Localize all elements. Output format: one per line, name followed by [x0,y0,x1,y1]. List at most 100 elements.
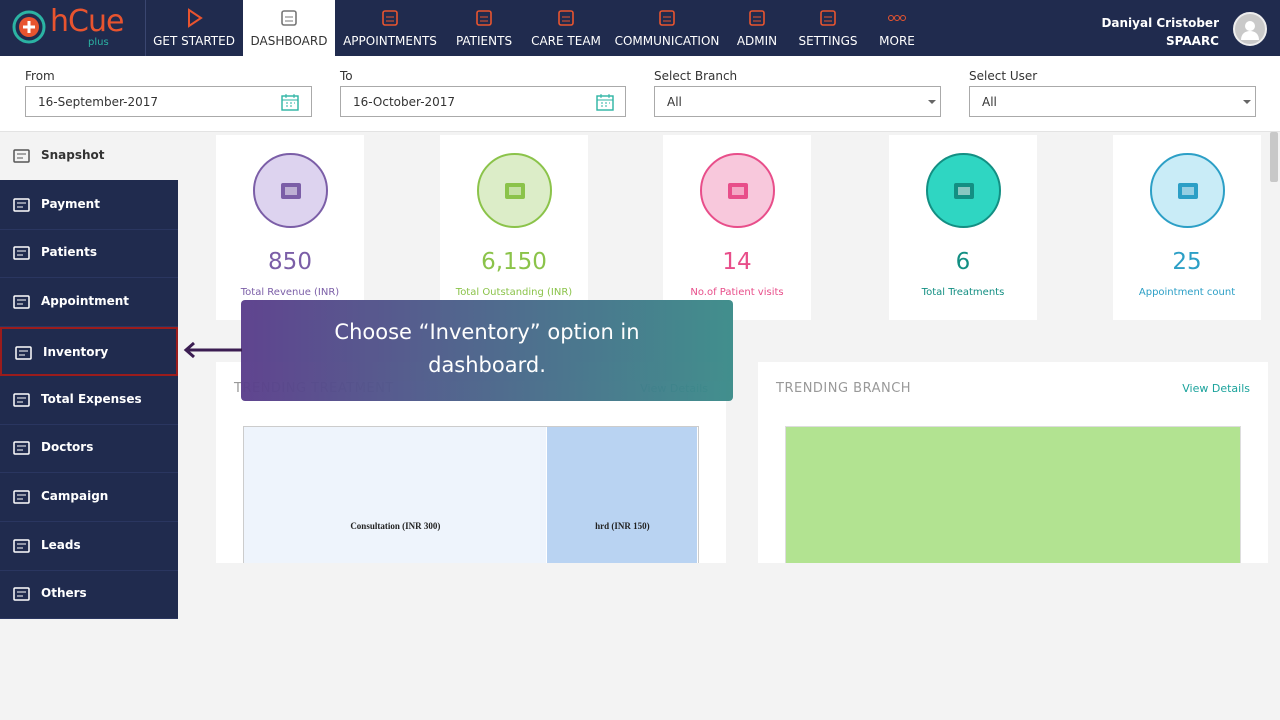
sidebar-label: Payment [41,196,100,211]
logo-sub: plus [88,37,109,48]
icon [888,15,906,21]
filter-value: All [982,95,997,109]
stat-icon [253,153,328,228]
icon [13,197,30,212]
icon [954,183,974,199]
nav-item[interactable]: COMMUNICATION [607,0,727,56]
filter-label: Select Branch [654,69,738,83]
nav-item[interactable]: APPOINTMENTS [330,0,450,56]
nav-label: DASHBOARD [250,34,328,48]
stat-value: 25 [1172,249,1202,275]
icon [13,295,30,309]
icon [659,10,675,26]
stat-card: 25 Appointment count [1113,135,1261,320]
icon [12,10,46,44]
sidebar-item[interactable]: Doctors [0,424,178,474]
sidebar-label: Appointment [41,294,130,309]
filter-input[interactable]: 16-October-2017 [340,86,626,117]
filter-value: All [667,95,682,109]
icon [13,246,30,261]
icon [728,183,748,199]
stat-value: 6 [955,249,971,275]
sidebar-item[interactable]: Total Expenses [0,376,178,425]
sidebar-item[interactable]: Inventory [0,326,178,376]
sidebar-item[interactable]: Snapshot [0,132,178,181]
icon [820,10,836,26]
icon [188,8,203,28]
sidebar-item[interactable]: Payment [0,181,178,230]
nav-item[interactable]: CARE TEAM [506,0,626,56]
stat-card: 6,150 Total Outstanding (INR) [440,135,588,320]
sidebar-label: Inventory [43,344,109,359]
nav-item[interactable]: DASHBOARD [229,0,349,56]
filter-input[interactable]: All [654,86,941,117]
sidebar-item[interactable]: Appointment [0,278,178,328]
stat-icon [700,153,775,228]
icon [382,10,398,26]
treemap-cell: hrd (INR 150) [546,427,698,563]
icon [749,10,765,26]
filter-value: 16-September-2017 [38,95,159,109]
treemap [785,426,1241,563]
icon [1243,100,1251,104]
filter-input[interactable]: 16-September-2017 [25,86,312,117]
nav-item[interactable]: ADMIN [697,0,817,56]
nav-item[interactable]: GET STARTED [134,0,254,56]
filter-value: 16-October-2017 [353,95,456,109]
logo-text: hCue [50,4,124,39]
nav-label: CARE TEAM [531,34,601,48]
filter-label: To [340,69,353,83]
filter-input[interactable]: All [969,86,1256,117]
icon [13,538,30,553]
sidebar-item[interactable]: Leads [0,522,178,571]
nav-label: SETTINGS [798,34,858,48]
sidebar-item[interactable]: Others [0,570,178,620]
icon [13,490,30,504]
nav-label: APPOINTMENTS [343,34,437,48]
icon [596,94,614,111]
icon [13,587,30,602]
icon [476,10,492,26]
stat-card: 14 No.of Patient visits [663,135,811,320]
sidebar-label: Patients [41,245,97,260]
icon [15,346,32,360]
nav-item[interactable]: PATIENTS [424,0,544,56]
sidebar-label: Total Expenses [41,391,142,406]
nav-label: PATIENTS [455,34,513,48]
treemap-label: Consultation (INR 300) [350,521,441,531]
sidebar-label: Others [41,586,87,601]
icon [13,149,30,163]
nav-label: MORE [879,34,915,48]
sidebar-item[interactable]: Campaign [0,473,178,522]
avatar[interactable] [1233,12,1267,46]
nav-item[interactable]: SETTINGS [768,0,888,56]
stat-icon [926,153,1001,228]
stat-label: No.of Patient visits [690,287,784,298]
panel: TRENDING BRANCH View Details [758,362,1268,563]
nav-item[interactable]: MORE [837,0,957,56]
treemap: Consultation (INR 300) hrd (INR 150) [243,426,699,563]
icon [281,183,301,199]
stat-label: Total Treatments [921,287,1005,298]
stat-icon [1150,153,1225,228]
sidebar-label: Snapshot [41,148,105,162]
view-details[interactable]: View Details [1182,382,1250,395]
stat-value: 6,150 [481,249,547,275]
sidebar-label: Doctors [41,440,94,455]
stat-value: 850 [268,249,312,275]
icon [1241,21,1259,40]
icon [928,100,936,104]
tooltip: Choose “Inventory” option in dashboard. [241,300,733,401]
icon [13,441,30,455]
icon [558,10,574,26]
icon [281,94,299,111]
stat-label: Total Revenue (INR) [240,287,340,298]
sidebar-item[interactable]: Patients [0,229,178,279]
nav-active [243,0,335,56]
filter-label: From [25,69,55,83]
stat-value: 14 [722,249,752,275]
sidebar-label: Leads [41,537,81,552]
user-name: Daniyal Cristober [1101,16,1219,30]
